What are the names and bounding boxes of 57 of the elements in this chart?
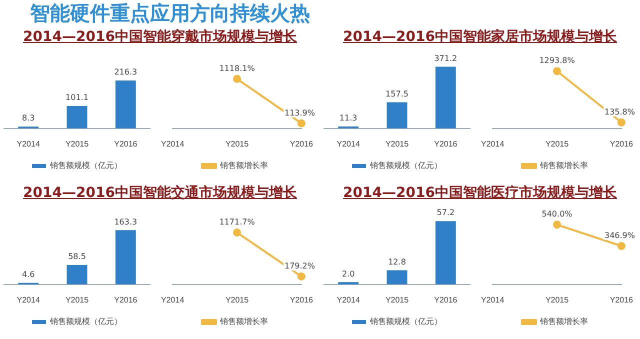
data-label: 113.9% [284,108,316,118]
text: 智能硬件重点应用方向持续火热 [28,0,311,26]
x-tick-label: Y2015 [385,139,410,148]
data-label: 216.3 [114,68,138,77]
x-tick-label: Y2015 [385,295,410,304]
data-label: 179.2% [284,262,316,271]
data-label: 135.8% [604,107,636,116]
x-tick-label: Y2016 [114,295,138,304]
data-label: 4.6 [22,270,35,279]
data-label: 58.5 [68,252,86,262]
x-tick-label: Y2015 [545,295,570,304]
legend-label: 销售额规模（亿元） [49,317,122,326]
data-label: 11.3 [339,114,358,123]
x-tick-label: Y2016 [290,139,314,148]
x-tick-label: Y2016 [610,139,634,148]
chart-title: 2014—2016中国智能医疗市场规模与增长 [342,184,618,203]
x-tick-label: Y2015 [65,295,90,304]
legend-label: 销售额规模（亿元） [49,161,122,170]
chart-title: 2014—2016中国智能穿戴市场规模与增长 [22,28,298,47]
chart-title: 2014—2016中国智能交通市场规模与增长 [22,184,298,203]
legend-label: 销售额增长率 [539,317,588,326]
chart-title: 2014—2016中国智能家居市场规模与增长 [342,28,618,47]
data-label: 1293.8% [539,56,576,66]
x-tick-label: Y2016 [434,139,458,148]
legend-label: 销售额增长率 [539,161,588,170]
legend-label: 销售额增长率 [219,317,268,326]
data-label: 101.1 [66,93,88,102]
data-label: 57.2 [436,208,455,218]
data-label: 1171.7% [219,218,256,227]
x-tick-label: Y2014 [16,295,40,304]
data-label: 371.2 [434,54,458,63]
x-tick-label: Y2015 [545,139,570,148]
legend-label: 销售额规模（亿元） [369,161,442,170]
data-label: 8.3 [22,114,35,123]
data-label: 163.3 [114,217,138,226]
x-tick-label: Y2015 [225,295,250,304]
x-tick-label: Y2016 [114,139,138,148]
x-tick-label: Y2016 [434,295,458,304]
x-tick-label: Y2014 [160,295,185,304]
legend-label: 销售额规模（亿元） [369,317,442,326]
data-label: 1118.1% [219,64,256,73]
x-tick-label: Y2015 [65,139,90,148]
data-label: 346.9% [604,231,636,240]
x-tick-label: Y2016 [610,295,634,304]
x-tick-label: Y2014 [480,139,505,148]
x-tick-label: Y2014 [480,295,505,304]
x-tick-label: Y2014 [336,295,360,304]
x-tick-label: Y2015 [225,139,250,148]
x-tick-label: Y2016 [290,295,314,304]
data-label: 540.0% [542,210,573,219]
data-label: 2.0 [342,269,355,278]
legend-label: 销售额增长率 [219,161,268,170]
data-label: 12.8 [388,257,406,266]
x-tick-label: Y2014 [16,139,40,148]
data-label: 157.5 [386,89,408,98]
x-tick-label: Y2014 [160,139,185,148]
x-tick-label: Y2014 [336,139,360,148]
